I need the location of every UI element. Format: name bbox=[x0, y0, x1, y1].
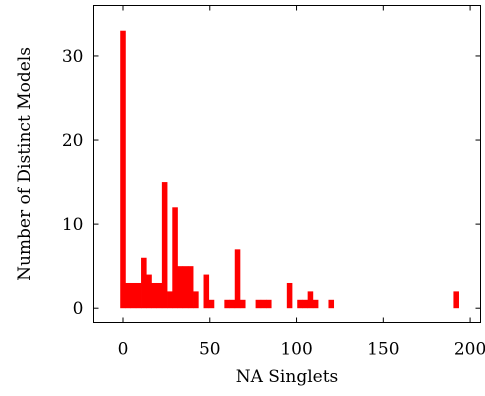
bar-x-63 bbox=[229, 299, 236, 309]
bar-x-96 bbox=[286, 282, 293, 309]
bar-x-3 bbox=[125, 282, 131, 309]
bar-x-192 bbox=[453, 291, 459, 309]
bar-x-108 bbox=[307, 291, 314, 309]
y-tick-label-10: 10 bbox=[62, 215, 84, 235]
bar-x-111 bbox=[312, 299, 319, 309]
y-axis-title: Number of Distinct Models bbox=[15, 47, 35, 281]
bar-x-36 bbox=[182, 266, 189, 309]
bar-x-18 bbox=[151, 282, 158, 309]
bar-x-42 bbox=[193, 291, 199, 309]
bar-x-12 bbox=[141, 257, 147, 309]
plot-frame bbox=[93, 5, 481, 323]
bar-x-51 bbox=[208, 299, 215, 309]
x-tick-label-100: 100 bbox=[280, 340, 312, 360]
bar-x-30 bbox=[172, 207, 178, 309]
bar-x-39 bbox=[187, 266, 194, 309]
x-tick-label-150: 150 bbox=[367, 340, 399, 360]
x-tick-label-50: 50 bbox=[199, 340, 221, 360]
bar-x-6 bbox=[130, 282, 137, 309]
bars-group bbox=[120, 30, 459, 309]
bar-x-120 bbox=[328, 299, 335, 309]
y-tick-label-20: 20 bbox=[62, 131, 84, 151]
bar-x-78 bbox=[255, 299, 262, 309]
bar-x-27 bbox=[167, 291, 173, 309]
y-tick-label-0: 0 bbox=[73, 299, 84, 319]
bar-x-21 bbox=[156, 282, 163, 309]
ticks-group bbox=[93, 5, 481, 323]
x-axis-title: NA Singlets bbox=[236, 367, 339, 387]
x-tick-label-0: 0 bbox=[118, 340, 129, 360]
bar-x-48 bbox=[203, 274, 210, 309]
bar-x-33 bbox=[177, 266, 184, 309]
bar-x-15 bbox=[146, 274, 152, 309]
bar-x-9 bbox=[135, 282, 142, 309]
bar-x-102 bbox=[297, 299, 303, 309]
y-tick-label-30: 30 bbox=[62, 47, 84, 67]
bar-x-84 bbox=[266, 299, 272, 309]
bar-x-81 bbox=[260, 299, 267, 309]
bar-x-69 bbox=[239, 299, 246, 309]
bar-x-66 bbox=[234, 249, 241, 309]
bar-x-0 bbox=[120, 30, 126, 309]
x-tick-label-200: 200 bbox=[454, 340, 485, 360]
bar-x-24 bbox=[161, 182, 168, 309]
tick-labels-group: 0 50 100 150 200 0 10 20 30 bbox=[62, 47, 485, 360]
bar-x-105 bbox=[302, 299, 308, 309]
bar-x-60 bbox=[224, 299, 230, 309]
